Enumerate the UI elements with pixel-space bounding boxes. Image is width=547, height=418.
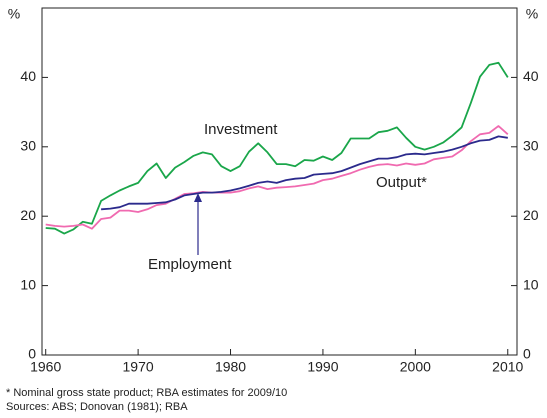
y2-tick-label: 20 [523, 207, 539, 223]
series-label: Employment [148, 256, 232, 273]
series-label: Investment [204, 121, 278, 138]
y-tick-label: 10 [20, 276, 36, 292]
y2-tick-label: 10 [523, 276, 539, 292]
plot-frame [41, 7, 518, 356]
x-tick-label: 2010 [492, 359, 523, 375]
series-label: Output* [376, 174, 427, 191]
y-tick-label: 30 [20, 138, 36, 154]
source-note: Sources: ABS; Donovan (1981); RBA [6, 401, 188, 413]
y2-tick-label: 30 [523, 138, 539, 154]
footnote: * Nominal gross state product; RBA estim… [6, 387, 287, 399]
y-axis-label: % [8, 6, 20, 22]
x-tick-label: 1990 [307, 359, 338, 375]
y-tick-label: 0 [28, 346, 36, 362]
y-tick-label: 20 [20, 207, 36, 223]
series-line [45, 125, 509, 230]
x-tick-label: 1960 [30, 359, 61, 375]
y2-axis-label: % [526, 6, 538, 22]
y-tick-label: 40 [20, 68, 36, 84]
y2-tick-label: 40 [523, 68, 539, 84]
y2-tick-label: 0 [523, 346, 531, 362]
x-tick-label: 1980 [215, 359, 246, 375]
x-tick-label: 1970 [123, 359, 154, 375]
series-line [101, 135, 508, 211]
arrow-head [194, 193, 202, 202]
x-tick-label: 2000 [400, 359, 431, 375]
series-line [45, 61, 509, 235]
